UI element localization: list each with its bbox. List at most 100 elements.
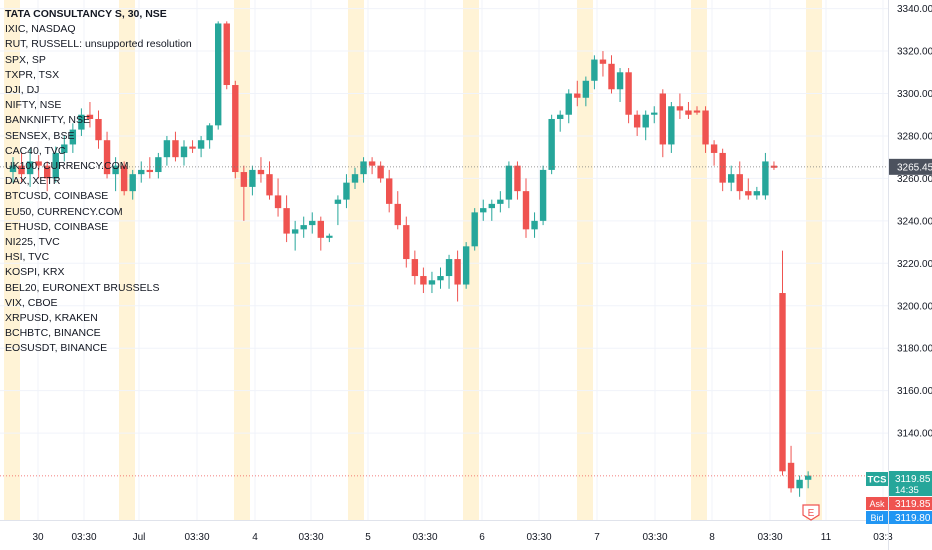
candle[interactable] — [804, 471, 812, 489]
candle[interactable] — [779, 250, 786, 476]
candle[interactable] — [120, 161, 128, 196]
candle[interactable] — [103, 131, 111, 179]
candle[interactable] — [770, 161, 778, 170]
candle[interactable] — [514, 161, 521, 200]
candle[interactable] — [61, 135, 68, 162]
candle[interactable] — [266, 161, 273, 200]
candle[interactable] — [95, 110, 102, 149]
candles[interactable] — [9, 21, 812, 497]
candle[interactable] — [197, 135, 205, 158]
candle[interactable] — [215, 21, 222, 130]
candle[interactable] — [437, 267, 444, 289]
candle[interactable] — [693, 106, 701, 115]
candle[interactable] — [334, 195, 342, 226]
earnings-marker-icon[interactable]: E — [802, 504, 820, 521]
candle[interactable] — [18, 152, 25, 183]
candle[interactable] — [326, 233, 333, 243]
candle[interactable] — [86, 102, 94, 128]
candle[interactable] — [249, 165, 256, 196]
candle[interactable] — [206, 123, 213, 149]
candle[interactable] — [309, 212, 316, 234]
candle[interactable] — [240, 165, 248, 221]
candle[interactable] — [522, 178, 530, 238]
candle[interactable] — [35, 155, 42, 179]
candle[interactable] — [223, 21, 230, 90]
candle[interactable] — [232, 80, 239, 179]
candle[interactable] — [351, 167, 359, 190]
candle[interactable] — [762, 152, 769, 200]
candle[interactable] — [44, 161, 51, 192]
candle[interactable] — [676, 93, 684, 119]
candle[interactable] — [112, 157, 119, 192]
candle[interactable] — [702, 106, 709, 153]
candle[interactable] — [685, 102, 692, 119]
candle[interactable] — [497, 191, 504, 213]
candle[interactable] — [9, 157, 17, 183]
candle[interactable] — [659, 89, 666, 158]
candle[interactable] — [394, 191, 401, 230]
candle[interactable] — [377, 161, 384, 183]
candle[interactable] — [163, 135, 171, 166]
candle[interactable] — [787, 445, 795, 493]
candle[interactable] — [728, 165, 735, 192]
candle[interactable] — [257, 157, 265, 183]
candle[interactable] — [189, 140, 196, 153]
candle[interactable] — [608, 55, 615, 94]
candle[interactable] — [454, 250, 461, 302]
candle[interactable] — [69, 123, 77, 153]
candle[interactable] — [386, 169, 393, 213]
candle[interactable] — [668, 102, 675, 153]
candle[interactable] — [565, 89, 572, 124]
candle[interactable] — [343, 174, 350, 209]
candle[interactable] — [403, 216, 410, 268]
candle[interactable] — [710, 140, 718, 166]
candle[interactable] — [52, 146, 59, 183]
price-tick-label: 3180.00 — [897, 344, 932, 355]
candle[interactable] — [411, 250, 419, 285]
candle[interactable] — [539, 165, 547, 226]
candle[interactable] — [368, 157, 376, 175]
candle[interactable] — [488, 199, 495, 221]
candle[interactable] — [642, 110, 649, 141]
candle[interactable] — [633, 110, 641, 136]
candle[interactable] — [616, 68, 624, 102]
candle[interactable] — [736, 161, 743, 200]
candle[interactable] — [360, 157, 367, 183]
candle[interactable] — [471, 208, 478, 251]
candle[interactable] — [26, 148, 34, 187]
candle[interactable] — [582, 76, 590, 107]
candle[interactable] — [625, 68, 632, 124]
candle[interactable] — [462, 242, 470, 289]
candle[interactable] — [420, 267, 427, 294]
candle[interactable] — [651, 106, 658, 124]
candle[interactable] — [445, 254, 453, 289]
candle[interactable] — [78, 108, 85, 136]
candle[interactable] — [753, 186, 761, 200]
candle[interactable] — [274, 178, 282, 217]
candle[interactable] — [146, 157, 153, 179]
candle[interactable] — [129, 169, 136, 200]
candle[interactable] — [505, 161, 513, 209]
candle[interactable] — [300, 216, 307, 238]
candle[interactable] — [172, 131, 179, 162]
candle[interactable] — [548, 114, 555, 175]
candle[interactable] — [291, 220, 299, 251]
candle[interactable] — [155, 152, 162, 179]
candle[interactable] — [531, 212, 538, 238]
candle[interactable] — [180, 140, 188, 166]
candle[interactable] — [317, 216, 324, 251]
candle[interactable] — [428, 271, 436, 294]
candle[interactable] — [480, 199, 487, 221]
candle[interactable] — [745, 178, 752, 200]
candle[interactable] — [599, 51, 607, 77]
candle[interactable] — [574, 80, 581, 107]
symbol-badge[interactable]: TCS — [866, 472, 888, 486]
candle[interactable] — [796, 475, 803, 497]
candle[interactable] — [557, 110, 564, 132]
candle[interactable] — [138, 161, 145, 183]
candle[interactable] — [283, 195, 290, 243]
candle[interactable] — [719, 148, 726, 192]
candle[interactable] — [591, 55, 598, 90]
